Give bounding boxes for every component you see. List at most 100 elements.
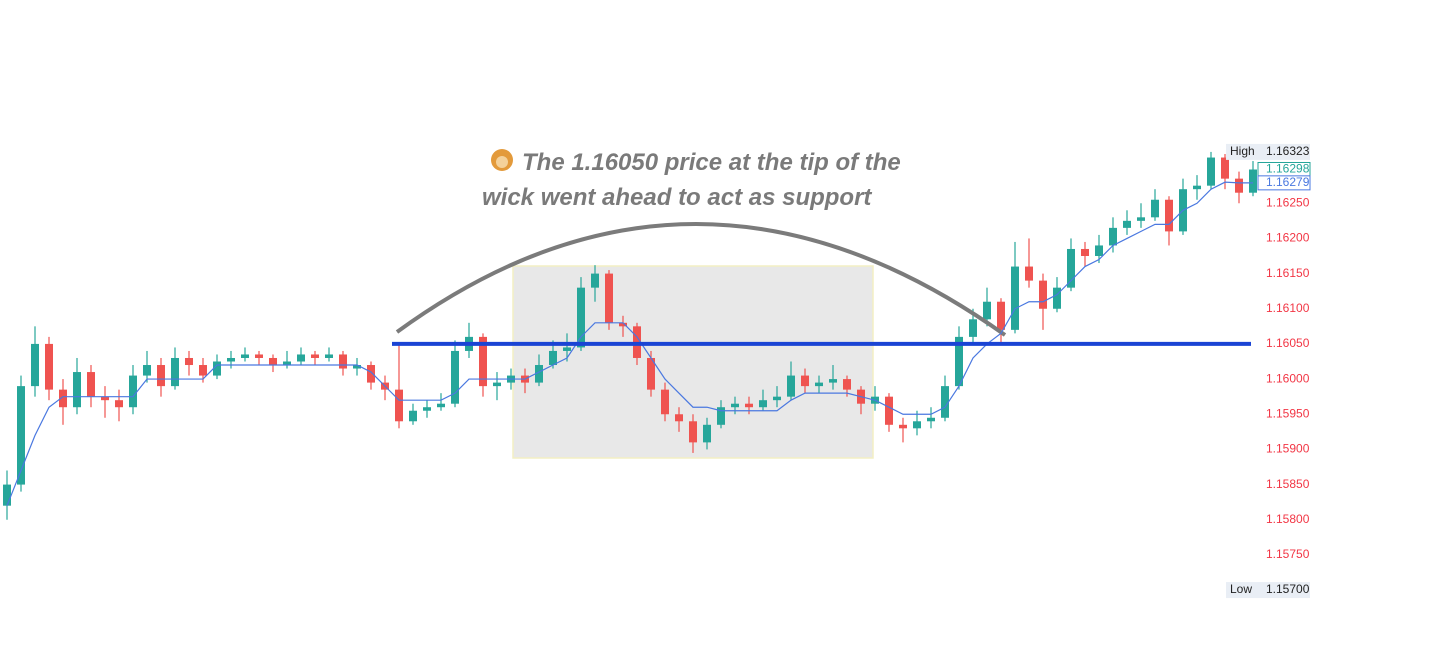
y-tick-label: 1.15800	[1266, 512, 1310, 526]
candle-body	[297, 354, 305, 362]
candle-body	[1011, 266, 1019, 330]
candle-body	[675, 414, 683, 422]
candle-body	[213, 361, 221, 376]
lion-face	[496, 156, 508, 168]
candle-body	[1151, 199, 1159, 218]
candle-body	[647, 357, 655, 390]
candle-body	[17, 386, 25, 485]
candle-body	[885, 396, 893, 425]
candle-body	[1081, 248, 1089, 257]
candles	[3, 151, 1257, 520]
candle-body	[927, 417, 935, 422]
candle-body	[115, 400, 123, 408]
candle-body	[815, 382, 823, 387]
candle-body	[493, 382, 501, 387]
candle-body	[1095, 245, 1103, 257]
candle-body	[1025, 266, 1033, 281]
candle-body	[1109, 227, 1117, 246]
marker-name: Low	[1230, 582, 1252, 596]
y-tick-label: 1.15950	[1266, 406, 1310, 420]
y-tick-label: 1.16150	[1266, 266, 1310, 280]
candle-body	[619, 322, 627, 327]
candle-body	[87, 372, 95, 397]
last-price-label: 1.16298	[1266, 162, 1310, 176]
candle-body	[171, 357, 179, 387]
candle-body	[423, 407, 431, 411]
candle-body	[311, 354, 319, 358]
candle-body	[1137, 217, 1145, 221]
candle-body	[185, 357, 193, 366]
candle-body	[717, 407, 725, 425]
candle-body	[353, 365, 361, 369]
candle-body	[941, 386, 949, 418]
candle-body	[731, 403, 739, 408]
candle-body	[1039, 280, 1047, 309]
candle-body	[983, 301, 991, 320]
candle-body	[1221, 157, 1229, 179]
candle-body	[73, 372, 81, 408]
candle-body	[367, 365, 375, 383]
y-tick-label: 1.16000	[1266, 371, 1310, 385]
candle-body	[899, 424, 907, 429]
candle-body	[1193, 185, 1201, 190]
candle-body	[59, 389, 67, 408]
candle-body	[255, 354, 263, 358]
candle-body	[549, 350, 557, 366]
candle-body	[773, 396, 781, 401]
candle-body	[409, 410, 417, 422]
y-tick-label: 1.16050	[1266, 336, 1310, 350]
candle-body	[577, 287, 585, 348]
candle-body	[283, 361, 291, 366]
candle-body	[563, 347, 571, 351]
candle-body	[339, 354, 347, 369]
marker-name: High	[1230, 144, 1255, 158]
arc	[395, 222, 1007, 337]
ma-label: 1.16279	[1266, 175, 1310, 189]
candle-body	[969, 319, 977, 337]
candle-body	[689, 421, 697, 443]
candle-body	[605, 273, 613, 323]
candle-body	[829, 379, 837, 383]
candle-body	[269, 357, 277, 366]
candle-body	[661, 389, 669, 415]
candle-body	[3, 484, 11, 506]
candle-body	[45, 343, 53, 390]
candle-body	[1235, 178, 1243, 193]
marker-box	[1226, 582, 1310, 599]
candle-body	[227, 357, 235, 362]
candle-body	[801, 375, 809, 387]
candle-body	[759, 400, 767, 408]
candle-body	[143, 365, 151, 376]
y-tick-label: 1.15750	[1266, 547, 1310, 561]
candle-body	[843, 379, 851, 390]
annotation-line: The 1.16050 price at the tip of the	[522, 149, 901, 176]
y-tick-label: 1.15850	[1266, 477, 1310, 491]
candle-body	[1249, 169, 1257, 193]
candle-body	[913, 421, 921, 429]
candle-body	[199, 365, 207, 376]
candle-body	[1067, 248, 1075, 288]
candle-body	[31, 343, 39, 387]
y-tick-label: 1.16200	[1266, 231, 1310, 245]
candle-body	[437, 403, 445, 408]
candle-body	[591, 273, 599, 288]
candle-body	[241, 354, 249, 358]
candle-body	[535, 365, 543, 383]
candle-body	[787, 375, 795, 397]
candle-body	[129, 375, 137, 408]
moving-average	[6, 181, 1253, 506]
y-tick-label: 1.15900	[1266, 442, 1310, 456]
candle-body	[745, 403, 753, 408]
candle-body	[1053, 287, 1061, 309]
marker-box	[1226, 143, 1310, 160]
candle-body	[1123, 220, 1131, 228]
candle-body	[101, 396, 109, 401]
candle-body	[451, 350, 459, 404]
candle-body	[1207, 157, 1215, 186]
candle-body	[325, 354, 333, 358]
candle-body	[1165, 199, 1173, 232]
y-tick-label: 1.16250	[1266, 195, 1310, 209]
ma-box	[1257, 175, 1311, 191]
marker-value: 1.16323	[1266, 144, 1310, 158]
